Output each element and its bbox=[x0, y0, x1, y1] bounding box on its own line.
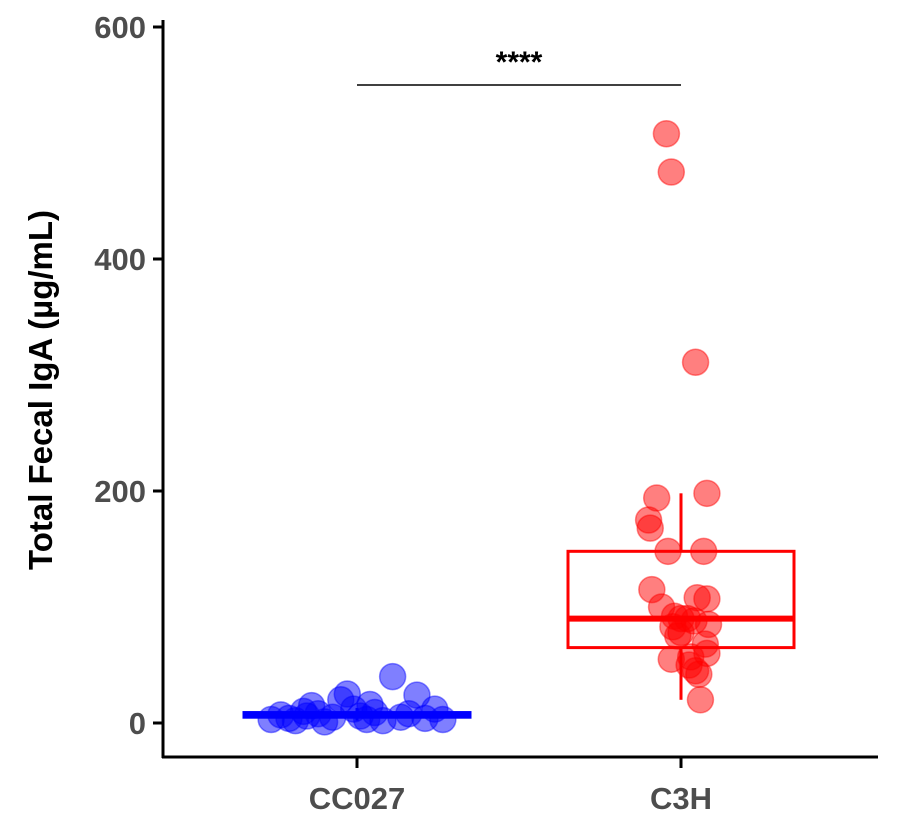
data-point bbox=[657, 158, 686, 186]
data-point bbox=[403, 681, 431, 709]
box-iqr bbox=[566, 549, 796, 650]
data-point bbox=[667, 618, 695, 647]
y-axis-ticks: 0 200 400 600 bbox=[94, 10, 163, 741]
data-point bbox=[636, 514, 664, 542]
box-plot-cc027 bbox=[242, 707, 472, 721]
data-point bbox=[685, 660, 713, 689]
y-tick-label: 600 bbox=[94, 10, 146, 45]
data-point bbox=[686, 686, 715, 714]
x-tick-label: CC027 bbox=[309, 781, 406, 816]
y-tick-label: 0 bbox=[129, 706, 146, 741]
y-axis-title: Total Fecal IgA (µg/mL) bbox=[22, 210, 59, 570]
data-point bbox=[693, 479, 721, 508]
x-axis-ticks: CC027 C3H bbox=[309, 757, 712, 816]
x-tick-label: C3H bbox=[650, 781, 712, 816]
y-tick-label: 200 bbox=[94, 474, 146, 509]
box-plot-c3h bbox=[566, 493, 796, 700]
significance-annotations: **** bbox=[357, 46, 681, 86]
data-points bbox=[257, 119, 723, 736]
data-point bbox=[681, 348, 710, 376]
axes bbox=[161, 20, 878, 759]
data-point bbox=[378, 662, 407, 691]
significance-label: **** bbox=[496, 46, 543, 79]
data-point bbox=[652, 119, 681, 148]
data-point bbox=[429, 705, 457, 734]
y-tick-label: 400 bbox=[94, 242, 146, 277]
box-plots bbox=[242, 493, 796, 721]
